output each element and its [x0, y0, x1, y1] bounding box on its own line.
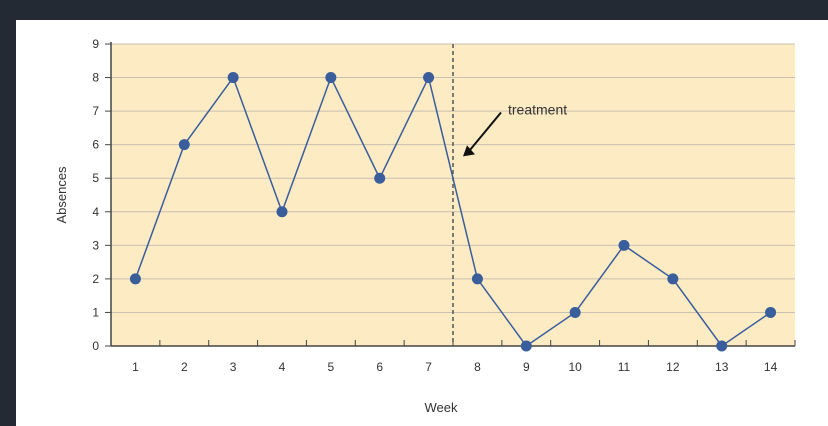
x-tick-label-3: 3 — [230, 360, 237, 374]
y-tick-label-0: 0 — [92, 339, 99, 353]
data-point-week-6 — [374, 172, 386, 184]
x-tick-label-4: 4 — [279, 360, 286, 374]
treatment-annotation: treatment — [508, 101, 567, 117]
data-point-week-4 — [276, 206, 288, 218]
x-tick-label-12: 12 — [666, 360, 680, 374]
x-tick-label-14: 14 — [764, 360, 778, 374]
data-point-week-5 — [325, 72, 337, 84]
y-tick-label-9: 9 — [92, 37, 99, 51]
x-tick-label-10: 10 — [568, 360, 582, 374]
x-tick-label-13: 13 — [715, 360, 729, 374]
x-tick-label-1: 1 — [132, 360, 139, 374]
data-point-week-1 — [129, 273, 141, 285]
y-tick-label-5: 5 — [92, 171, 99, 185]
data-point-week-10 — [569, 306, 581, 318]
treatment-marker — [452, 44, 502, 346]
y-tick-label-8: 8 — [92, 71, 99, 85]
annotation-arrow-shaft — [467, 111, 502, 154]
data-point-week-14 — [765, 306, 777, 318]
x-tick-label-8: 8 — [474, 360, 481, 374]
annotation-arrow-head — [463, 145, 475, 157]
gridlines — [111, 43, 795, 313]
data-point-week-2 — [178, 139, 190, 151]
data-point-week-11 — [618, 239, 630, 251]
x-tick-label-5: 5 — [328, 360, 335, 374]
x-tick-label-11: 11 — [618, 360, 631, 374]
x-tick-label-9: 9 — [523, 360, 530, 374]
data-point-week-3 — [227, 72, 239, 84]
data-point-week-7 — [423, 72, 435, 84]
data-point-week-12 — [667, 273, 679, 285]
y-axis-title: Absences — [54, 166, 69, 224]
y-tick-label-4: 4 — [92, 205, 99, 219]
data-point-week-13 — [716, 340, 728, 352]
x-tick-label-7: 7 — [425, 360, 432, 374]
y-tick-label-6: 6 — [92, 138, 99, 152]
data-point-week-9 — [520, 340, 532, 352]
y-tick-label-2: 2 — [92, 272, 99, 286]
y-tick-label-7: 7 — [92, 104, 99, 118]
series-absences — [129, 72, 777, 352]
data-point-week-8 — [471, 273, 483, 285]
x-axis-title: Week — [425, 400, 458, 415]
y-tick-label-3: 3 — [92, 238, 99, 252]
y-tick-label-1: 1 — [92, 305, 99, 319]
series-line — [134, 75, 771, 348]
x-tick-label-6: 6 — [376, 360, 383, 374]
x-tick-label-2: 2 — [181, 360, 188, 374]
